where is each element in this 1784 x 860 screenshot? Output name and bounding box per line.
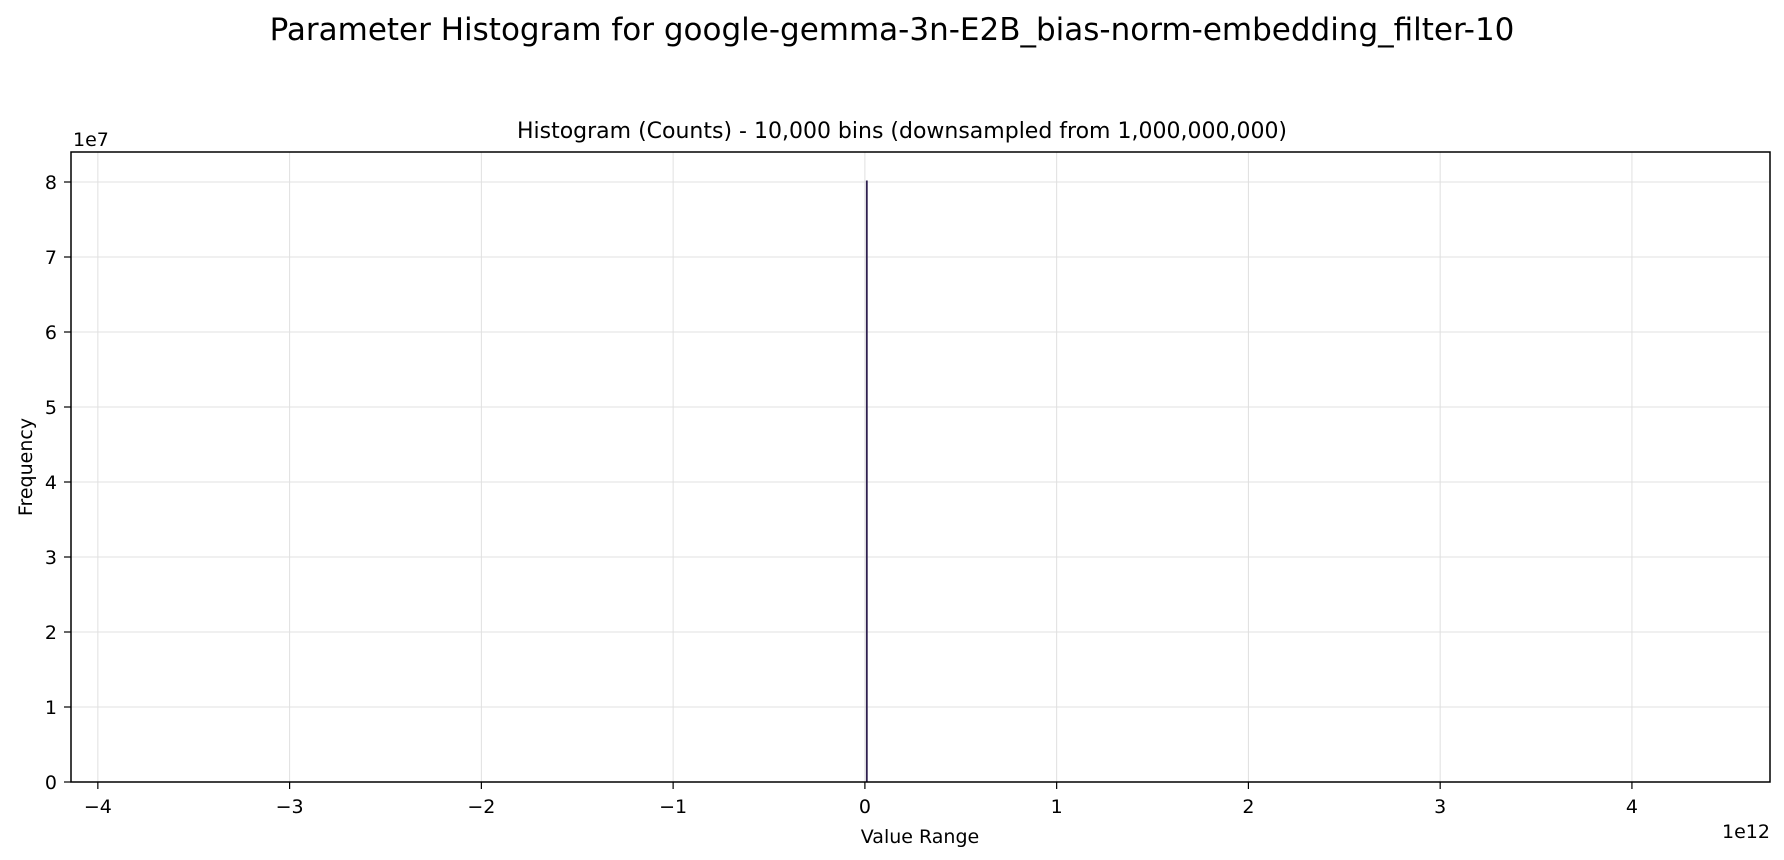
- x-tick-label: −1: [659, 796, 687, 818]
- y-tick-label: 1: [45, 697, 57, 719]
- x-axis-ticks: −4 −3 −2 −1 0 1 2 3 4: [84, 782, 1638, 818]
- x-tick-label: 3: [1434, 796, 1446, 818]
- x-tick-label: 1: [1051, 796, 1063, 818]
- x-tick-label: 2: [1242, 796, 1254, 818]
- y-tick-label: 8: [45, 172, 57, 194]
- x-tick-label: 4: [1626, 796, 1638, 818]
- y-tick-label: 4: [45, 472, 57, 494]
- y-axis-label: Frequency: [15, 418, 37, 516]
- x-tick-label: −2: [467, 796, 495, 818]
- y-tick-label: 6: [45, 322, 57, 344]
- y-tick-label: 3: [45, 547, 57, 569]
- x-tick-label: −3: [276, 796, 304, 818]
- grid: [71, 152, 1770, 783]
- histogram-bars: [865, 180, 868, 782]
- y-tick-label: 2: [45, 622, 57, 644]
- y-tick-label: 0: [45, 772, 57, 794]
- x-tick-label: 0: [859, 796, 871, 818]
- y-axis-offset-label: 1e7: [73, 129, 109, 151]
- x-axis-label: Value Range: [861, 826, 979, 848]
- figure-title: Parameter Histogram for google-gemma-3n-…: [270, 12, 1515, 48]
- y-tick-label: 7: [45, 247, 57, 269]
- x-axis-offset-label: 1e12: [1722, 821, 1770, 843]
- y-tick-label: 5: [45, 397, 57, 419]
- plot-area-frame: [70, 151, 1771, 783]
- y-axis-ticks: 0 1 2 3 4 5 6 7 8: [45, 172, 71, 794]
- x-tick-label: −4: [84, 796, 112, 818]
- histogram-bar: [865, 180, 868, 782]
- plot-title: Histogram (Counts) - 10,000 bins (downsa…: [517, 119, 1287, 144]
